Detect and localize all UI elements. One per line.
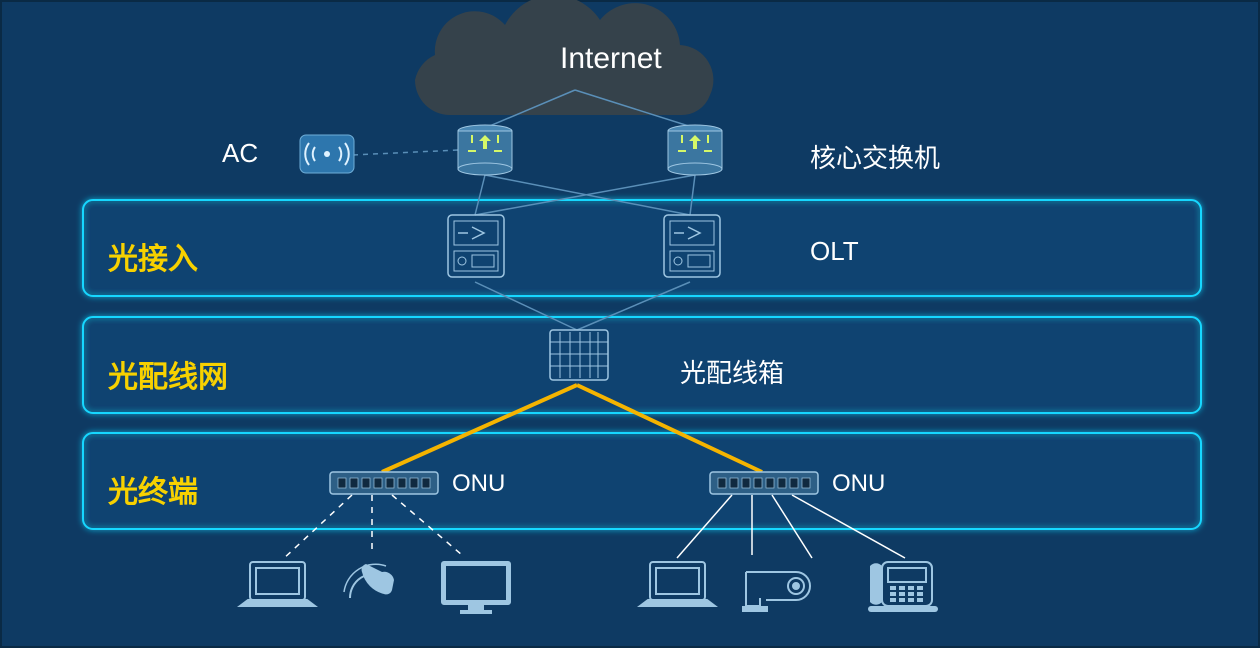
core-switch-icon bbox=[668, 125, 722, 175]
layer3-label: 光终端 bbox=[108, 467, 198, 511]
core-switch-label: 核心交换机 bbox=[810, 138, 940, 175]
core-switches bbox=[458, 125, 722, 175]
laptop-icon bbox=[240, 562, 315, 606]
onu1-label: ONU bbox=[452, 470, 505, 498]
internet-label: Internet bbox=[560, 42, 662, 76]
phone-icon bbox=[344, 564, 394, 598]
ac-icon bbox=[300, 135, 354, 173]
laptop-icon bbox=[640, 562, 715, 606]
layer-panels bbox=[83, 200, 1201, 529]
ac-label: AC bbox=[222, 138, 258, 169]
onu-icon bbox=[710, 472, 818, 494]
layer1-label: 光接入 bbox=[108, 234, 198, 278]
camera-icon bbox=[742, 572, 810, 612]
olt-label: OLT bbox=[810, 236, 859, 267]
terminal-icons bbox=[240, 562, 938, 614]
diagram-svg bbox=[0, 0, 1260, 648]
onu-icon bbox=[330, 472, 438, 494]
layer2-label: 光配线网 bbox=[108, 352, 228, 396]
ip-phone-icon bbox=[868, 562, 938, 612]
onu2-label: ONU bbox=[832, 470, 885, 498]
monitor-icon bbox=[442, 562, 510, 614]
diagram-stage: Internet AC 核心交换机 光接入 OLT 光配线网 光配线箱 光终端 … bbox=[0, 0, 1260, 648]
core-switch-icon bbox=[458, 125, 512, 175]
odf-label: 光配线箱 bbox=[680, 353, 784, 390]
